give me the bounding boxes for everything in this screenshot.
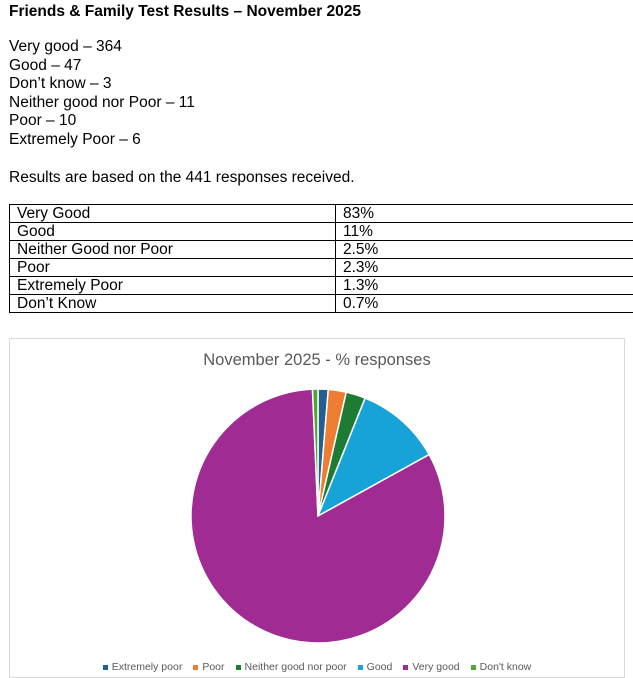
table-cell-value: 11% xyxy=(336,223,633,241)
legend-swatch xyxy=(471,665,476,670)
chart-legend: Extremely poor Poor Neither good nor poor G… xyxy=(10,661,624,673)
legend-label: Neither good nor poor xyxy=(245,661,347,673)
count-very-good: Very good – 364 xyxy=(9,38,195,57)
table-row: Neither Good nor Poor 2.5% xyxy=(10,241,633,259)
table-row: Very Good 83% xyxy=(10,205,633,223)
results-table: Very Good 83% Good 11% Neither Good nor … xyxy=(9,204,633,313)
legend-swatch xyxy=(358,665,363,670)
table-row: Extremely Poor 1.3% xyxy=(10,277,633,295)
legend-label: Don't know xyxy=(480,661,532,673)
table-cell-label: Very Good xyxy=(10,205,336,223)
legend-item: Good xyxy=(358,661,393,673)
legend-item: Neither good nor poor xyxy=(236,661,347,673)
table-cell-value: 2.5% xyxy=(336,241,633,259)
table-cell-label: Good xyxy=(10,223,336,241)
count-dont-know: Don’t know – 3 xyxy=(9,75,195,94)
legend-swatch xyxy=(193,665,198,670)
table-row: Poor 2.3% xyxy=(10,259,633,277)
table-cell-value: 2.3% xyxy=(336,259,633,277)
table-cell-value: 1.3% xyxy=(336,277,633,295)
legend-label: Extremely poor xyxy=(112,661,183,673)
legend-item: Don't know xyxy=(471,661,532,673)
legend-swatch xyxy=(103,665,108,670)
legend-label: Very good xyxy=(412,661,459,673)
pie-chart-plot xyxy=(10,339,624,659)
page-title: Friends & Family Test Results – November… xyxy=(9,3,361,21)
table-cell-label: Don’t Know xyxy=(10,295,336,313)
table-cell-label: Neither Good nor Poor xyxy=(10,241,336,259)
table-cell-label: Extremely Poor xyxy=(10,277,336,295)
table-row: Good 11% xyxy=(10,223,633,241)
legend-item: Extremely poor xyxy=(103,661,183,673)
pie-chart: November 2025 - % responses Extremely po… xyxy=(9,338,625,678)
legend-swatch xyxy=(236,665,241,670)
count-good: Good – 47 xyxy=(9,57,195,76)
table-cell-value: 83% xyxy=(336,205,633,223)
legend-label: Poor xyxy=(202,661,224,673)
table-row: Don’t Know 0.7% xyxy=(10,295,633,313)
legend-swatch xyxy=(403,665,408,670)
count-extremely-poor: Extremely Poor – 6 xyxy=(9,131,195,150)
legend-item: Very good xyxy=(403,661,459,673)
response-counts: Very good – 364 Good – 47 Don’t know – 3… xyxy=(9,38,195,150)
count-poor: Poor – 10 xyxy=(9,112,195,131)
table-cell-label: Poor xyxy=(10,259,336,277)
count-neither: Neither good nor Poor – 11 xyxy=(9,94,195,113)
table-cell-value: 0.7% xyxy=(336,295,633,313)
responses-note: Results are based on the 441 responses r… xyxy=(9,169,355,187)
legend-label: Good xyxy=(367,661,393,673)
legend-item: Poor xyxy=(193,661,224,673)
